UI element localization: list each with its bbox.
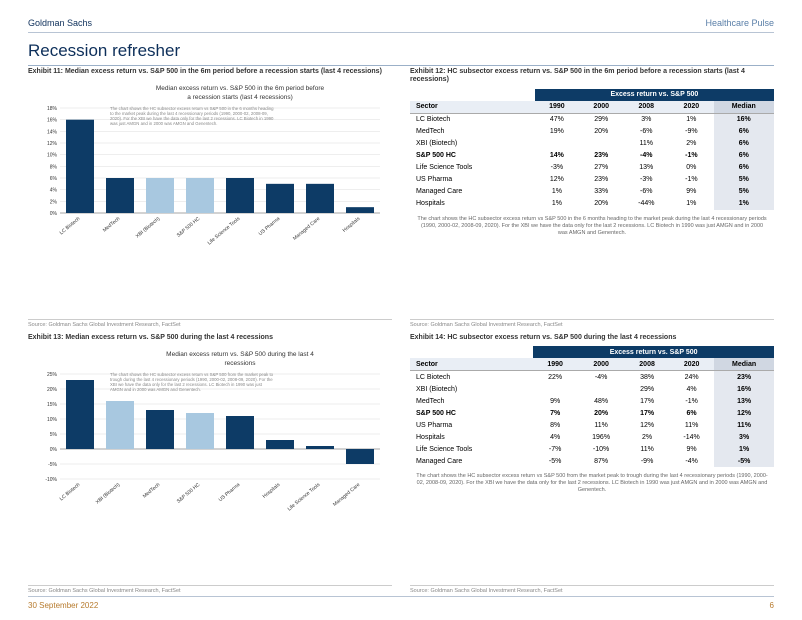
svg-text:0%: 0% <box>50 211 58 217</box>
svg-text:4%: 4% <box>50 188 58 194</box>
svg-text:was just AMGN and in 2000 was: was just AMGN and in 2000 was AMGN and G… <box>110 121 217 126</box>
top-bar: Goldman Sachs Healthcare Pulse <box>28 18 774 33</box>
exhibit-11-title: Exhibit 11: Median excess return vs. S&P… <box>28 68 392 76</box>
svg-text:12%: 12% <box>47 141 58 147</box>
svg-text:Life Science Tools: Life Science Tools <box>207 216 242 247</box>
exhibit-13-title: Exhibit 13: Median excess return vs. S&P… <box>28 334 392 342</box>
svg-text:0%: 0% <box>50 447 58 453</box>
exhibit-13-source: Source: Goldman Sachs Global Investment … <box>28 585 392 594</box>
svg-text:16%: 16% <box>47 118 58 124</box>
exhibit-11-source: Source: Goldman Sachs Global Investment … <box>28 319 392 328</box>
footer-page: 6 <box>770 601 774 610</box>
svg-text:-10%: -10% <box>45 477 57 483</box>
svg-text:S&P 500 HC: S&P 500 HC <box>176 216 202 239</box>
svg-text:AMGN and in 2000 was AMGN and: AMGN and in 2000 was AMGN and Genentech. <box>110 387 201 392</box>
svg-text:US Pharma: US Pharma <box>258 216 282 237</box>
footer-date: 30 September 2022 <box>28 601 98 610</box>
company-name: Goldman Sachs <box>28 18 92 28</box>
exhibit-13: Exhibit 13: Median excess return vs. S&P… <box>28 334 392 594</box>
svg-text:18%: 18% <box>47 106 58 112</box>
exhibit-13-chart: Median excess return vs. S&P 500 during … <box>28 346 388 521</box>
svg-text:XBI (Biotech): XBI (Biotech) <box>95 482 122 506</box>
svg-text:Hospitals: Hospitals <box>262 482 282 500</box>
svg-text:8%: 8% <box>50 165 58 171</box>
exhibit-12: Exhibit 12: HC subsector excess return v… <box>410 68 774 328</box>
svg-text:10%: 10% <box>47 417 58 423</box>
svg-text:14%: 14% <box>47 130 58 136</box>
exhibit-12-table: Excess return vs. S&P 500Sector199020002… <box>410 89 774 210</box>
content-grid: Exhibit 11: Median excess return vs. S&P… <box>28 68 774 594</box>
exhibit-11-chart: Median excess return vs. S&P 500 in the … <box>28 80 388 255</box>
svg-text:a recession starts (last 4 rec: a recession starts (last 4 recessions) <box>187 94 292 101</box>
svg-text:-5%: -5% <box>48 462 57 468</box>
svg-text:US Pharma: US Pharma <box>218 482 242 503</box>
doc-series: Healthcare Pulse <box>705 18 774 28</box>
svg-text:XBI (Biotech): XBI (Biotech) <box>135 216 162 240</box>
svg-text:10%: 10% <box>47 153 58 159</box>
exhibit-14-note: The chart shows the HC subsector excess … <box>410 473 774 494</box>
exhibit-14-title: Exhibit 14: HC subsector excess return v… <box>410 334 774 342</box>
svg-text:MedTech: MedTech <box>102 216 122 234</box>
svg-text:6%: 6% <box>50 176 58 182</box>
footer: 30 September 2022 6 <box>28 596 774 610</box>
svg-text:15%: 15% <box>47 402 58 408</box>
svg-text:Median excess return vs. S&P 5: Median excess return vs. S&P 500 in the … <box>156 85 325 92</box>
svg-text:LC Biotech: LC Biotech <box>59 216 82 236</box>
svg-text:25%: 25% <box>47 372 58 378</box>
svg-text:5%: 5% <box>50 432 58 438</box>
svg-text:Managed Care: Managed Care <box>292 216 321 242</box>
page-title: Recession refresher <box>28 41 774 66</box>
exhibit-14: Exhibit 14: HC subsector excess return v… <box>410 334 774 594</box>
exhibit-14-table: Excess return vs. S&P 500Sector199020002… <box>410 346 774 467</box>
exhibit-14-source: Source: Goldman Sachs Global Investment … <box>410 585 774 594</box>
exhibit-12-note: The chart shows the HC subsector excess … <box>410 216 774 237</box>
svg-text:Hospitals: Hospitals <box>342 216 362 234</box>
svg-text:Life Science Tools: Life Science Tools <box>287 482 322 513</box>
exhibit-12-source: Source: Goldman Sachs Global Investment … <box>410 319 774 328</box>
svg-text:Managed Care: Managed Care <box>332 482 361 508</box>
exhibit-12-title: Exhibit 12: HC subsector excess return v… <box>410 68 774 85</box>
exhibit-11: Exhibit 11: Median excess return vs. S&P… <box>28 68 392 328</box>
svg-text:recessions: recessions <box>224 360 256 367</box>
svg-text:2%: 2% <box>50 200 58 206</box>
svg-text:MedTech: MedTech <box>142 482 162 500</box>
svg-text:20%: 20% <box>47 387 58 393</box>
svg-text:Median excess return vs. S&P 5: Median excess return vs. S&P 500 during … <box>166 351 314 358</box>
svg-text:S&P 500 HC: S&P 500 HC <box>176 482 202 505</box>
svg-text:LC Biotech: LC Biotech <box>59 482 82 502</box>
